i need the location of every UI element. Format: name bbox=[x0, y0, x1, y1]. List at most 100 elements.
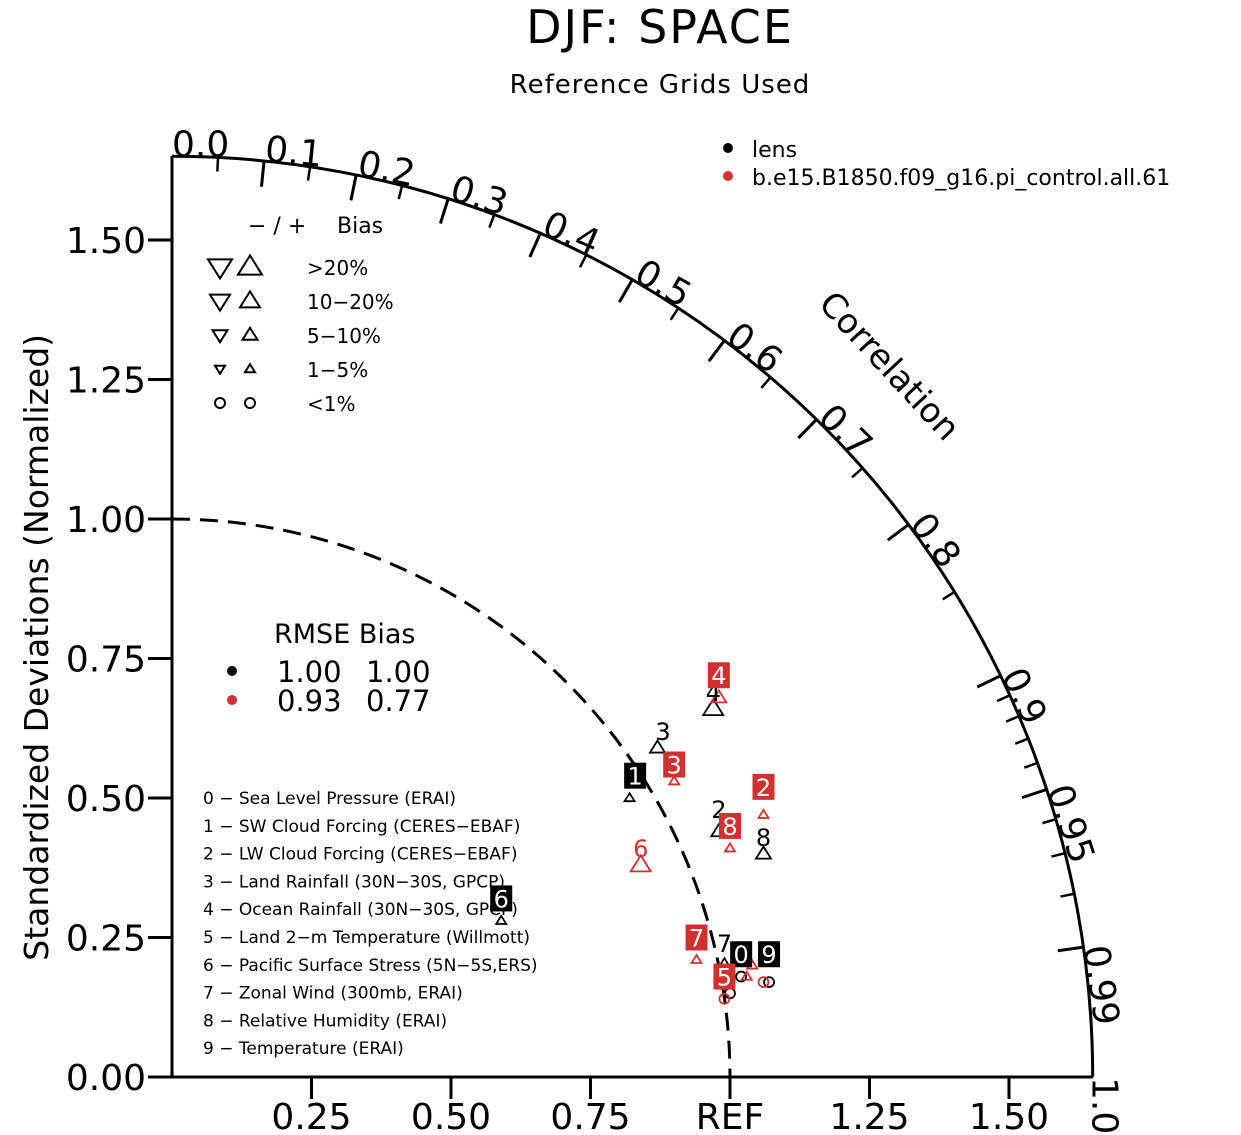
bias-legend-header: Bias bbox=[337, 214, 383, 239]
x-tick-label: 0.75 bbox=[550, 1097, 630, 1135]
correlation-tick-minor bbox=[1042, 818, 1057, 825]
correlation-tick-label: 0.7 bbox=[810, 397, 880, 466]
correlation-tick-major bbox=[618, 278, 634, 303]
correlation-tick-label: 0.1 bbox=[263, 129, 324, 176]
variable-label: 9 − Temperature (ERAI) bbox=[203, 1039, 404, 1059]
correlation-tick-label: 0.8 bbox=[901, 505, 968, 575]
data-label-box bbox=[624, 762, 647, 789]
data-point bbox=[723, 841, 737, 853]
y-tick-label: 0.00 bbox=[66, 1058, 146, 1099]
correlation-tick-major bbox=[349, 174, 358, 201]
bias-legend-label: <1% bbox=[307, 392, 356, 416]
bias-legend-label: 10−20% bbox=[307, 290, 394, 314]
data-label: 8 bbox=[722, 813, 737, 841]
bias-circle-icon bbox=[214, 397, 226, 409]
data-label-box bbox=[663, 751, 686, 778]
variable-label: 3 − Land Rainfall (30N−30S, GPCP) bbox=[203, 872, 505, 892]
data-label: 2 bbox=[756, 774, 771, 802]
data-point bbox=[756, 808, 771, 819]
variable-label: 4 − Ocean Rainfall (30N−30S, GPCP) bbox=[203, 900, 518, 920]
correlation-tick-minor bbox=[397, 185, 404, 200]
correlation-tick-minor bbox=[1060, 892, 1075, 898]
bias-down-icon bbox=[206, 258, 234, 281]
legend-marker bbox=[723, 171, 733, 181]
data-point bbox=[763, 976, 775, 989]
bias-up-icon bbox=[238, 289, 262, 309]
data-point bbox=[629, 853, 653, 873]
rmse-header: RMSE Bias bbox=[274, 619, 415, 650]
correlation-tick-minor bbox=[578, 254, 588, 268]
x-tick-label: REF bbox=[696, 1097, 764, 1135]
legend-label: lens bbox=[752, 138, 797, 163]
correlation-tick-minor bbox=[669, 307, 680, 321]
bias-legend-label: 5−10% bbox=[307, 324, 381, 348]
bias-value: 1.00 bbox=[366, 655, 431, 689]
variable-label: 7 − Zonal Wind (300mb, ERAI) bbox=[203, 984, 463, 1004]
data-label: 0 bbox=[734, 941, 749, 969]
data-label: 7 bbox=[689, 925, 704, 953]
x-tick-label: 1.25 bbox=[829, 1097, 909, 1135]
correlation-tick-major bbox=[528, 232, 542, 258]
variable-label: 0 − Sea Level Pressure (ERAI) bbox=[203, 789, 456, 809]
bias-legend-label: 1−5% bbox=[307, 358, 368, 382]
bias-down-icon bbox=[210, 329, 230, 345]
correlation-tick-major bbox=[1021, 788, 1048, 800]
data-point bbox=[701, 697, 725, 717]
correlation-tick-label: 0.6 bbox=[719, 315, 789, 382]
variable-label: 2 − LW Cloud Forcing (CERES−EBAF) bbox=[203, 845, 517, 865]
variable-label: 5 − Land 2−m Temperature (Willmott) bbox=[203, 928, 530, 948]
correlation-tick-major bbox=[438, 198, 450, 224]
bias-value: 0.77 bbox=[366, 684, 431, 718]
data-point bbox=[735, 970, 748, 983]
data-point bbox=[494, 914, 508, 925]
x-tick-label: 1.50 bbox=[969, 1097, 1049, 1135]
reference-arc bbox=[171, 517, 732, 1078]
y-tick-label: 1.00 bbox=[66, 500, 146, 541]
correlation-tick-label: 1.0 bbox=[1084, 1077, 1125, 1134]
variable-label: 8 − Relative Humidity (ERAI) bbox=[203, 1011, 447, 1031]
correlation-tick-major bbox=[797, 418, 818, 440]
data-label: 8 bbox=[756, 824, 771, 852]
variable-label: 6 − Pacific Surface Stress (5N−5S,ERS) bbox=[203, 956, 538, 976]
legend-marker bbox=[723, 143, 733, 153]
bias-up-icon bbox=[240, 325, 260, 341]
data-label-box bbox=[685, 924, 708, 951]
bias-up-icon bbox=[243, 362, 257, 374]
rmse-value: 1.00 bbox=[277, 655, 342, 689]
data-label: 6 bbox=[633, 835, 648, 863]
correlation-tick-minor bbox=[760, 376, 772, 389]
data-label-box bbox=[490, 885, 513, 912]
y-tick-label: 1.25 bbox=[66, 361, 146, 402]
rmse-marker bbox=[227, 666, 237, 676]
bias-down-icon bbox=[208, 293, 232, 313]
data-label: 6 bbox=[494, 885, 509, 913]
correlation-tick-minor bbox=[1014, 737, 1029, 745]
bias-up-icon bbox=[236, 253, 264, 276]
correlation-tick-major bbox=[1057, 945, 1084, 953]
correlation-tick-label: 0.2 bbox=[354, 144, 418, 196]
data-point bbox=[709, 688, 728, 704]
correlation-tick-minor bbox=[488, 214, 496, 229]
data-point bbox=[757, 976, 770, 989]
correlation-tick-label: 0.5 bbox=[628, 252, 698, 316]
data-point bbox=[648, 738, 667, 754]
y-tick-label: 0.50 bbox=[66, 779, 146, 820]
y-axis-title: Standardized Deviations (Normalized) bbox=[17, 334, 56, 961]
correlation-tick-label: 0.9 bbox=[993, 662, 1055, 731]
correlation-tick-label: 0.0 bbox=[172, 124, 229, 165]
variable-label: 1 − SW Cloud Forcing (CERES−EBAF) bbox=[203, 817, 520, 837]
correlation-tick-minor bbox=[1051, 851, 1066, 858]
correlation-tick-minor bbox=[1023, 761, 1038, 769]
data-label-box bbox=[758, 941, 781, 968]
x-tick-label: 0.25 bbox=[271, 1097, 351, 1135]
data-label-box bbox=[713, 963, 736, 990]
y-tick-label: 1.50 bbox=[66, 221, 146, 262]
y-tick-label: 0.75 bbox=[66, 640, 146, 681]
legend-label: b.e15.B1850.f09_g16.pi_control.all.61 bbox=[752, 166, 1170, 191]
data-label: 1 bbox=[627, 763, 642, 791]
data-label-box bbox=[752, 773, 775, 800]
correlation-tick-major bbox=[886, 523, 910, 542]
correlation-tick-label: 0.3 bbox=[446, 168, 513, 224]
data-label: 3 bbox=[655, 718, 670, 746]
